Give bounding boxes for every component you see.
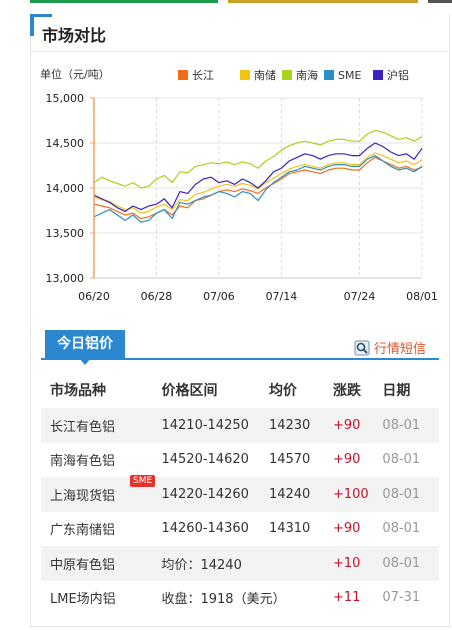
x-tick-label: 07/06 [203, 290, 235, 303]
x-tick-label: 07/24 [344, 290, 376, 303]
table-row[interactable]: 南海有色铝 14520-14620 14570 +90 08-01 [41, 443, 439, 478]
market-sms-label: 行情短信 [374, 342, 427, 357]
table-row[interactable]: 长江有色铝 14210-14250 14230 +90 08-01 [41, 408, 439, 443]
price-range: 收盘：1918（美元） [161, 592, 286, 608]
y-tick-label: 13,000 [46, 272, 85, 285]
title-corner-mark-top [30, 14, 52, 17]
price-date: 08-01 [382, 546, 439, 581]
y-axis-unit-label: 单位（元/吨） [40, 67, 110, 81]
price-change: +90 [333, 521, 361, 537]
series-line [93, 156, 423, 220]
price-comparison-chart: 单位（元/吨） 长江 南储 南海 SME 沪铝 13,000 13,500 14,000 14… [40, 67, 438, 303]
x-tick-label: 08/01 [406, 290, 438, 303]
average-price: 14230 [268, 408, 333, 443]
price-change: +10 [333, 546, 383, 581]
column-header-market: 市场品种 [50, 383, 106, 399]
top-accent-bar-dark [428, 0, 452, 3]
market-sms-link[interactable]: 行情短信 [354, 338, 426, 357]
price-range: 14520-14620 [161, 452, 249, 468]
today-price-table: 市场品种 价格区间 均价 涨跌 日期 长江有色铝 14210-14250 142… [41, 372, 439, 615]
market-name[interactable]: LME场内铝 [50, 592, 116, 608]
y-axis-ticks: 13,000 13,500 14,000 14,500 15,000 [46, 92, 94, 285]
series-line [93, 152, 423, 214]
average-price: 14570 [268, 452, 311, 468]
market-name: 上海现货铝 [50, 488, 116, 504]
legend-label: 沪铝 [387, 68, 409, 82]
market-panel [30, 14, 450, 627]
title-divider [30, 51, 448, 52]
market-name-wrap: 上海现货铝 SME [50, 474, 156, 504]
top-accent-bar-green [30, 0, 218, 3]
legend-swatch [373, 70, 383, 80]
legend-label: 南储 [254, 68, 276, 82]
today-tab-underline [41, 358, 439, 360]
series-line [93, 142, 423, 212]
column-header-date: 日期 [382, 383, 411, 399]
chart-series-lines [93, 129, 423, 223]
x-tick-label: 07/14 [266, 290, 298, 303]
y-tick-label: 15,000 [46, 92, 85, 105]
table-header-row: 市场品种 价格区间 均价 涨跌 日期 [41, 372, 439, 408]
column-header-change: 涨跌 [333, 383, 361, 399]
section-title: 市场对比 [42, 26, 107, 45]
price-date: 08-01 [382, 408, 439, 443]
market-name[interactable]: 长江有色铝 [41, 408, 162, 443]
price-change: +90 [333, 452, 361, 468]
y-tick-label: 14,500 [46, 137, 85, 150]
table-row[interactable]: LME场内铝 收盘：1918（美元） +11 07-31 [41, 581, 439, 616]
price-range: 14260-14360 [161, 521, 249, 537]
title-corner-mark [30, 14, 34, 36]
legend-swatch [178, 70, 188, 80]
column-header-price-range: 价格区间 [161, 383, 218, 399]
x-tick-label: 06/28 [141, 290, 173, 303]
series-line [93, 129, 423, 189]
series-line [93, 154, 423, 223]
price-change: +11 [333, 590, 361, 606]
table-row[interactable]: 上海现货铝 SME 14220-14260 14240 +100 08-01 [41, 474, 439, 512]
top-accent-bar-gold [228, 0, 418, 3]
chart-legend: 长江 南储 南海 SME 沪铝 [178, 68, 409, 82]
price-change: +100 [333, 477, 383, 512]
price-date: 07-31 [382, 590, 421, 606]
market-name[interactable]: 南海有色铝 [50, 454, 116, 470]
price-range: 14210-14250 [161, 408, 269, 443]
y-tick-label: 13,500 [46, 227, 85, 240]
x-axis-ticks: 06/20 06/28 07/06 07/14 07/24 08/01 [78, 290, 438, 303]
legend-label: 长江 [192, 69, 214, 82]
y-tick-label: 14,000 [46, 182, 85, 195]
magnifier-icon [354, 340, 370, 355]
market-name[interactable]: 广东南储铝 [50, 523, 116, 539]
price-change: +90 [333, 408, 383, 443]
tab-today-aluminum-price[interactable]: 今日铝价 [45, 330, 125, 365]
legend-label: SME [338, 69, 361, 82]
average-price: 14310 [268, 521, 311, 537]
price-range: 14220-14260 [161, 477, 269, 512]
average-price: 14240 [268, 477, 333, 512]
table-row[interactable]: 广东南储铝 14260-14360 14310 +90 08-01 [41, 512, 439, 547]
legend-swatch [324, 70, 334, 80]
x-tick-label: 06/20 [78, 290, 110, 303]
market-name-cell[interactable]: 上海现货铝 SME [41, 474, 162, 512]
column-header-average: 均价 [268, 383, 297, 399]
price-range: 均价：14240 [161, 546, 333, 581]
market-name[interactable]: 中原有色铝 [41, 546, 162, 581]
legend-label: 南海 [296, 68, 318, 82]
legend-swatch [282, 70, 292, 80]
price-date: 08-01 [382, 477, 439, 512]
price-date: 08-01 [382, 521, 421, 537]
sme-badge: SME [130, 474, 156, 487]
legend-swatch [240, 70, 250, 80]
table-row[interactable]: 中原有色铝 均价：14240 +10 08-01 [41, 546, 439, 581]
price-date: 08-01 [382, 452, 421, 468]
